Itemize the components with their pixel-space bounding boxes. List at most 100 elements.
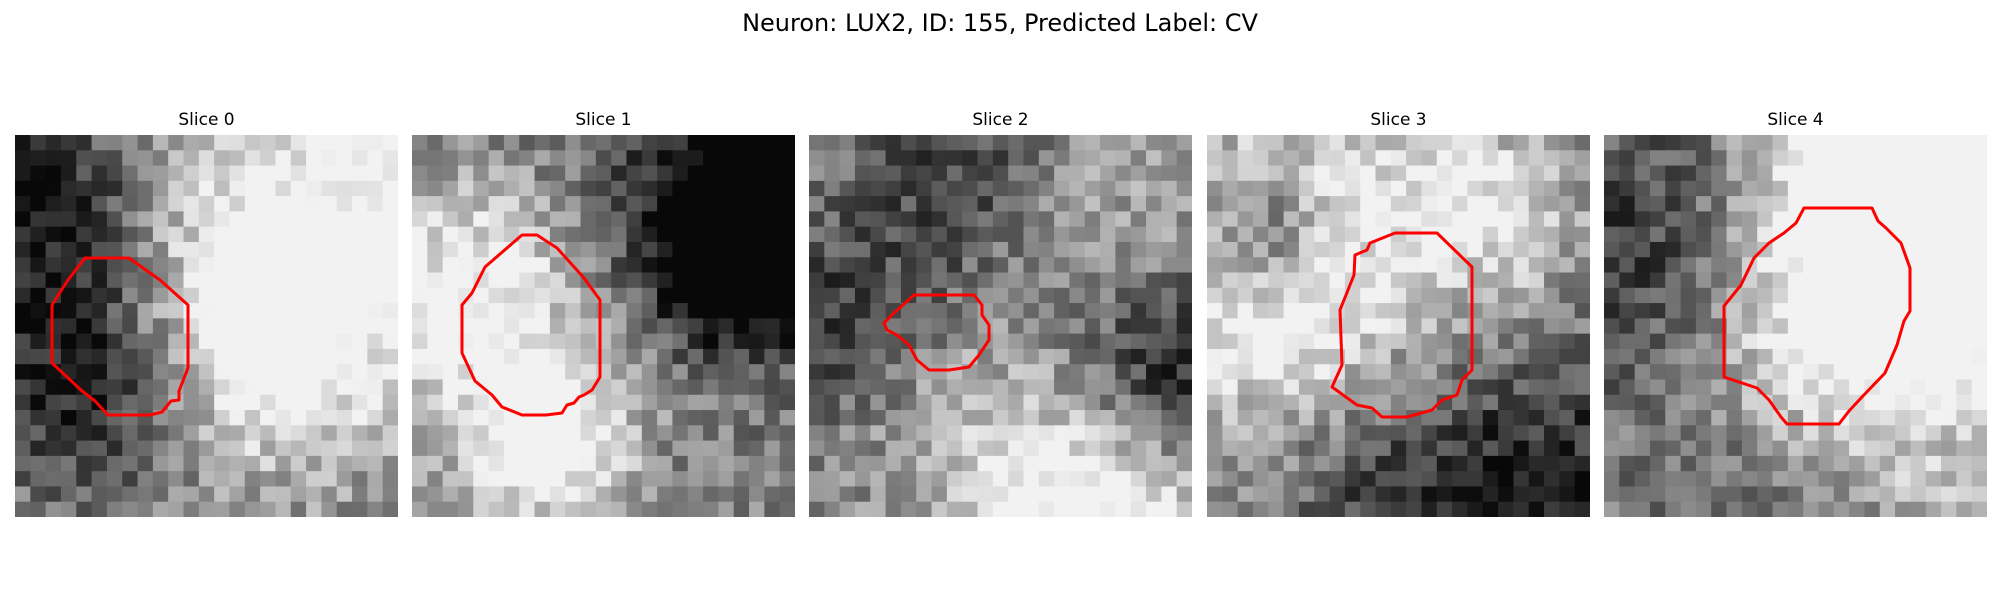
- image-pixel: [30, 150, 47, 167]
- image-pixel: [1467, 135, 1484, 151]
- image-pixel: [260, 135, 277, 151]
- image-pixel: [764, 455, 781, 472]
- image-pixel: [1421, 257, 1438, 274]
- image-pixel: [1956, 394, 1973, 411]
- image-pixel: [1344, 471, 1361, 488]
- image-pixel: [122, 211, 139, 228]
- image-pixel: [442, 303, 459, 319]
- image-pixel: [214, 211, 231, 228]
- image-pixel: [626, 287, 643, 304]
- image-pixel: [809, 272, 825, 289]
- image-pixel: [733, 272, 750, 289]
- image-pixel: [519, 425, 536, 442]
- image-pixel: [1237, 303, 1254, 319]
- image-pixel: [1695, 348, 1712, 365]
- image-pixel: [1084, 379, 1101, 396]
- image-pixel: [1695, 394, 1712, 411]
- image-pixel: [321, 150, 338, 167]
- image-pixel: [1069, 410, 1086, 426]
- image-pixel: [1100, 272, 1116, 289]
- image-pixel: [1695, 410, 1712, 426]
- image-pixel: [580, 364, 597, 381]
- image-pixel: [1833, 379, 1850, 396]
- image-pixel: [1574, 318, 1590, 335]
- image-pixel: [534, 486, 551, 503]
- image-pixel: [749, 501, 765, 517]
- image-pixel: [1833, 303, 1850, 319]
- image-pixel: [442, 471, 459, 488]
- image-pixel: [198, 165, 215, 182]
- slice-image-2: [809, 135, 1192, 517]
- image-pixel: [1895, 410, 1911, 426]
- image-pixel: [76, 486, 93, 503]
- image-pixel: [1956, 348, 1973, 365]
- image-pixel: [549, 287, 566, 304]
- image-pixel: [1833, 211, 1850, 228]
- image-pixel: [1038, 318, 1055, 335]
- image-pixel: [214, 303, 231, 319]
- image-pixel: [1864, 180, 1881, 197]
- image-pixel: [1833, 455, 1850, 472]
- image-pixel: [60, 165, 77, 182]
- image-pixel: [1161, 165, 1178, 182]
- image-pixel: [1329, 180, 1346, 197]
- image-pixel: [977, 241, 994, 258]
- image-pixel: [824, 226, 841, 243]
- slice-image-4: [1604, 135, 1987, 517]
- image-pixel: [641, 226, 658, 243]
- image-pixel: [1375, 440, 1392, 457]
- image-pixel: [488, 425, 505, 442]
- image-pixel: [611, 226, 628, 243]
- image-pixel: [1498, 364, 1514, 381]
- image-pixel: [1879, 394, 1896, 411]
- image-pixel: [1757, 150, 1774, 167]
- image-pixel: [626, 379, 643, 396]
- image-pixel: [168, 226, 185, 243]
- image-pixel: [1726, 165, 1743, 182]
- image-pixel: [1513, 196, 1530, 212]
- image-pixel: [1482, 379, 1499, 396]
- image-pixel: [1695, 257, 1712, 274]
- image-pixel: [290, 471, 307, 488]
- image-pixel: [824, 440, 841, 457]
- image-pixel: [733, 333, 750, 350]
- image-pixel: [1038, 226, 1055, 243]
- image-pixel: [962, 440, 979, 457]
- image-pixel: [382, 394, 398, 411]
- image-pixel: [1467, 196, 1484, 212]
- image-pixel: [764, 486, 781, 503]
- image-pixel: [1298, 425, 1315, 442]
- image-pixel: [626, 135, 643, 151]
- image-pixel: [1910, 135, 1927, 151]
- image-pixel: [1787, 364, 1804, 381]
- image-pixel: [1787, 150, 1804, 167]
- image-pixel: [749, 410, 765, 426]
- image-pixel: [1559, 486, 1576, 503]
- image-pixel: [427, 471, 444, 488]
- image-pixel: [1452, 272, 1469, 289]
- image-pixel: [1100, 241, 1116, 258]
- image-pixel: [962, 135, 979, 151]
- image-pixel: [657, 196, 674, 212]
- image-pixel: [595, 425, 612, 442]
- image-pixel: [885, 486, 902, 503]
- image-pixel: [1803, 333, 1820, 350]
- image-pixel: [1390, 440, 1407, 457]
- image-pixel: [1467, 180, 1484, 197]
- image-pixel: [703, 333, 719, 350]
- image-pixel: [91, 226, 108, 243]
- image-pixel: [503, 135, 520, 151]
- image-pixel: [183, 348, 200, 365]
- image-pixel: [137, 455, 154, 472]
- image-pixel: [854, 180, 871, 197]
- image-pixel: [1482, 180, 1499, 197]
- image-pixel: [45, 410, 62, 426]
- image-pixel: [1038, 287, 1055, 304]
- image-pixel: [1146, 150, 1162, 167]
- image-pixel: [1100, 257, 1116, 274]
- image-pixel: [733, 486, 750, 503]
- image-pixel: [672, 394, 689, 411]
- image-pixel: [30, 471, 47, 488]
- image-pixel: [1665, 241, 1682, 258]
- image-pixel: [367, 364, 384, 381]
